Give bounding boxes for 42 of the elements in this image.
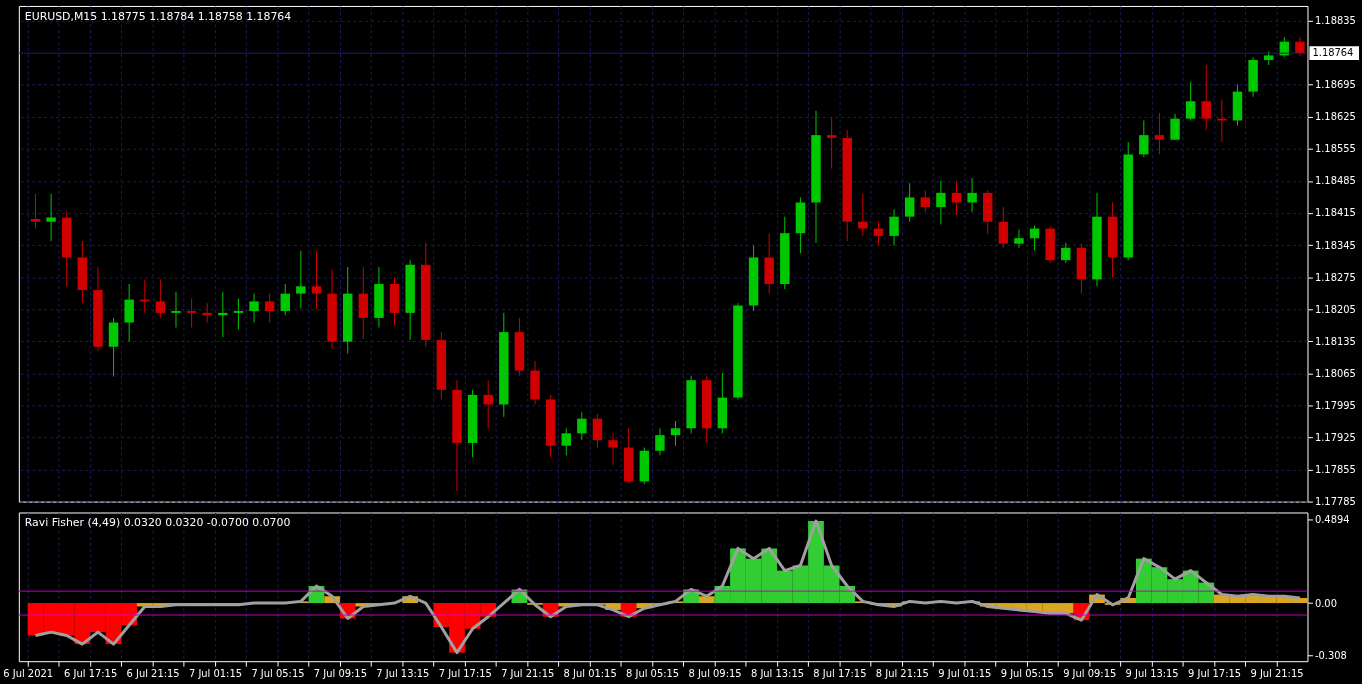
y-tick-label: 1.18835 — [1314, 15, 1356, 27]
y-tick-label: 0.4894 — [1314, 513, 1350, 525]
x-tick-label: 8 Jul 05:15 — [626, 667, 680, 679]
x-tick-label: 8 Jul 13:15 — [750, 667, 805, 679]
y-tick-label: 1.18135 — [1314, 335, 1356, 347]
y-tick-label: 1.18345 — [1314, 239, 1356, 251]
x-tick-label: 7 Jul 09:15 — [313, 667, 367, 679]
y-tick-label: 1.18555 — [1314, 143, 1356, 155]
x-tick-label: 7 Jul 01:15 — [188, 667, 243, 679]
y-tick-label: -0.308 — [1314, 650, 1347, 662]
x-tick-label: 8 Jul 21:15 — [875, 667, 929, 679]
y-tick-label: 1.17785 — [1314, 496, 1356, 508]
y-tick-label: 1.18485 — [1314, 175, 1356, 187]
x-tick-label: 8 Jul 17:15 — [813, 667, 867, 679]
ref-line-label: 1.18764 — [1312, 47, 1354, 59]
x-tick-label: 6 Jul 17:15 — [64, 667, 118, 679]
y-tick-label: 1.18205 — [1314, 303, 1356, 315]
y-tick-label: 1.18275 — [1314, 271, 1356, 283]
y-tick-label: 1.18695 — [1314, 79, 1356, 91]
x-tick-label: 7 Jul 05:15 — [251, 667, 305, 679]
x-tick-label: 8 Jul 09:15 — [688, 667, 742, 679]
y-tick-label: 1.17925 — [1314, 431, 1356, 443]
x-tick-label: 9 Jul 09:15 — [1063, 667, 1117, 679]
x-tick-label: 7 Jul 21:15 — [501, 667, 555, 679]
y-tick-label: 1.18625 — [1314, 111, 1356, 123]
x-tick-label: 7 Jul 17:15 — [438, 667, 492, 679]
y-tick-label: 1.17995 — [1314, 399, 1356, 411]
x-tick-label: 9 Jul 05:15 — [1000, 667, 1054, 679]
x-tick-label: 9 Jul 13:15 — [1125, 667, 1179, 679]
x-tick-label: 9 Jul 21:15 — [1250, 667, 1304, 679]
x-tick-label: 9 Jul 17:15 — [1188, 667, 1242, 679]
y-tick-label: 1.18415 — [1314, 207, 1356, 219]
y-tick-label: 1.18065 — [1314, 367, 1356, 379]
x-tick-label: 7 Jul 13:15 — [376, 667, 430, 679]
x-tick-label: 6 Jul 2021 — [3, 667, 54, 679]
y-tick-label: 1.17855 — [1314, 464, 1356, 475]
chart-title: Ravi Fisher (4,49) 0.0320 0.0320 -0.0700 0.0700 — [24, 516, 291, 530]
x-tick-label: 8 Jul 01:15 — [563, 667, 617, 679]
chart-title: EURUSD,M15 1.18775 1.18784 1.18758 1.18764 — [24, 9, 292, 23]
x-tick-label: 6 Jul 21:15 — [126, 667, 180, 679]
y-tick-label: 0.00 — [1314, 597, 1337, 609]
x-tick-label: 9 Jul 01:15 — [938, 667, 992, 679]
